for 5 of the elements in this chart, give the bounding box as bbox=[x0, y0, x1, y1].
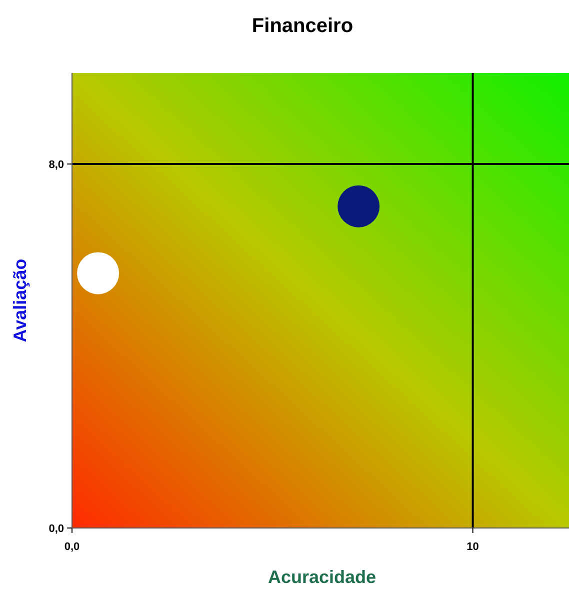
chart-title: Financeiro bbox=[252, 15, 354, 37]
y-axis-title: Avaliação bbox=[10, 258, 30, 342]
y-tick-label: 8,0 bbox=[48, 159, 64, 171]
x-axis-title: Acuracidade bbox=[268, 567, 376, 587]
x-tick-label: 10 bbox=[466, 541, 479, 553]
